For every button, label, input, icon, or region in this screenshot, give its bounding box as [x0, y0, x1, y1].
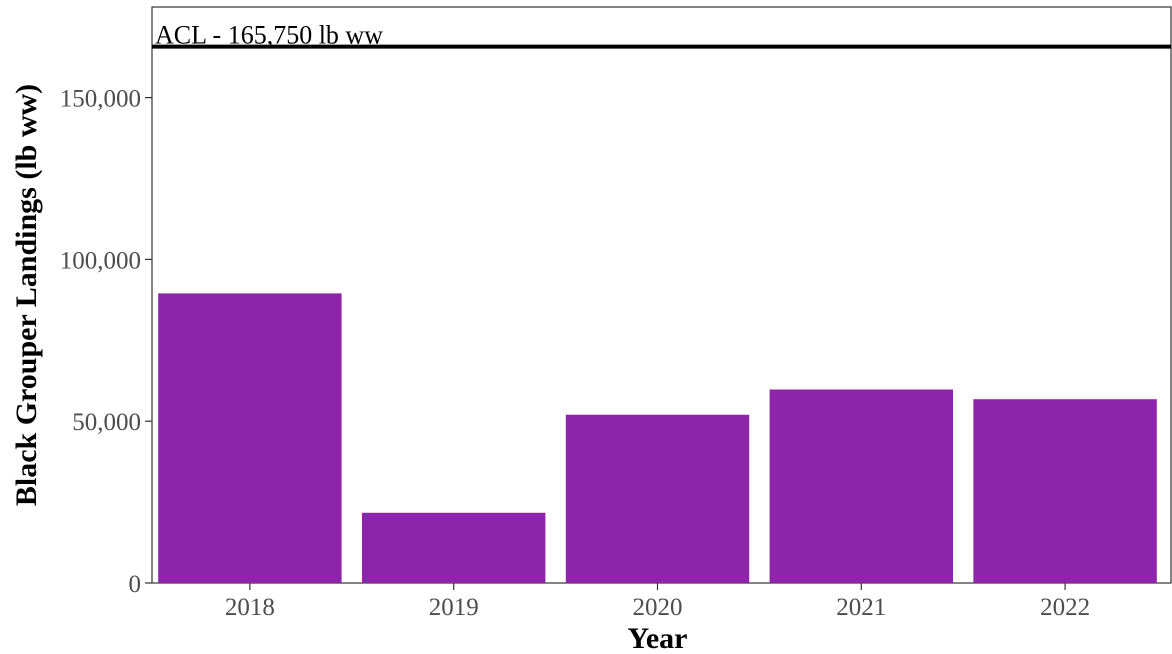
acl-reference-label: ACL - 165,750 lb ww [155, 21, 383, 50]
y-tick-label: 150,000 [60, 86, 141, 113]
x-axis-title: Year [628, 622, 688, 654]
x-tick-label: 2022 [1040, 594, 1090, 621]
y-axis-title: Black Grouper Landings (lb ww) [10, 84, 43, 506]
x-tick-label: 2021 [836, 594, 886, 621]
bar-2020 [565, 414, 750, 583]
y-axis: 0 50,000 100,000 150,000 [60, 86, 152, 598]
bars-group [158, 293, 1157, 583]
bar-2021 [769, 389, 954, 583]
y-tick-label: 0 [129, 571, 142, 598]
x-tick-label: 2018 [225, 594, 275, 621]
y-tick-label: 100,000 [60, 247, 141, 274]
y-tick-label: 50,000 [72, 409, 141, 436]
bar-2018 [158, 293, 342, 583]
x-tick-label: 2020 [633, 594, 683, 621]
x-axis: 2018 2019 2020 2021 2022 [225, 583, 1090, 621]
bar-2022 [973, 399, 1157, 583]
bar-2019 [361, 512, 546, 583]
x-tick-label: 2019 [429, 594, 479, 621]
